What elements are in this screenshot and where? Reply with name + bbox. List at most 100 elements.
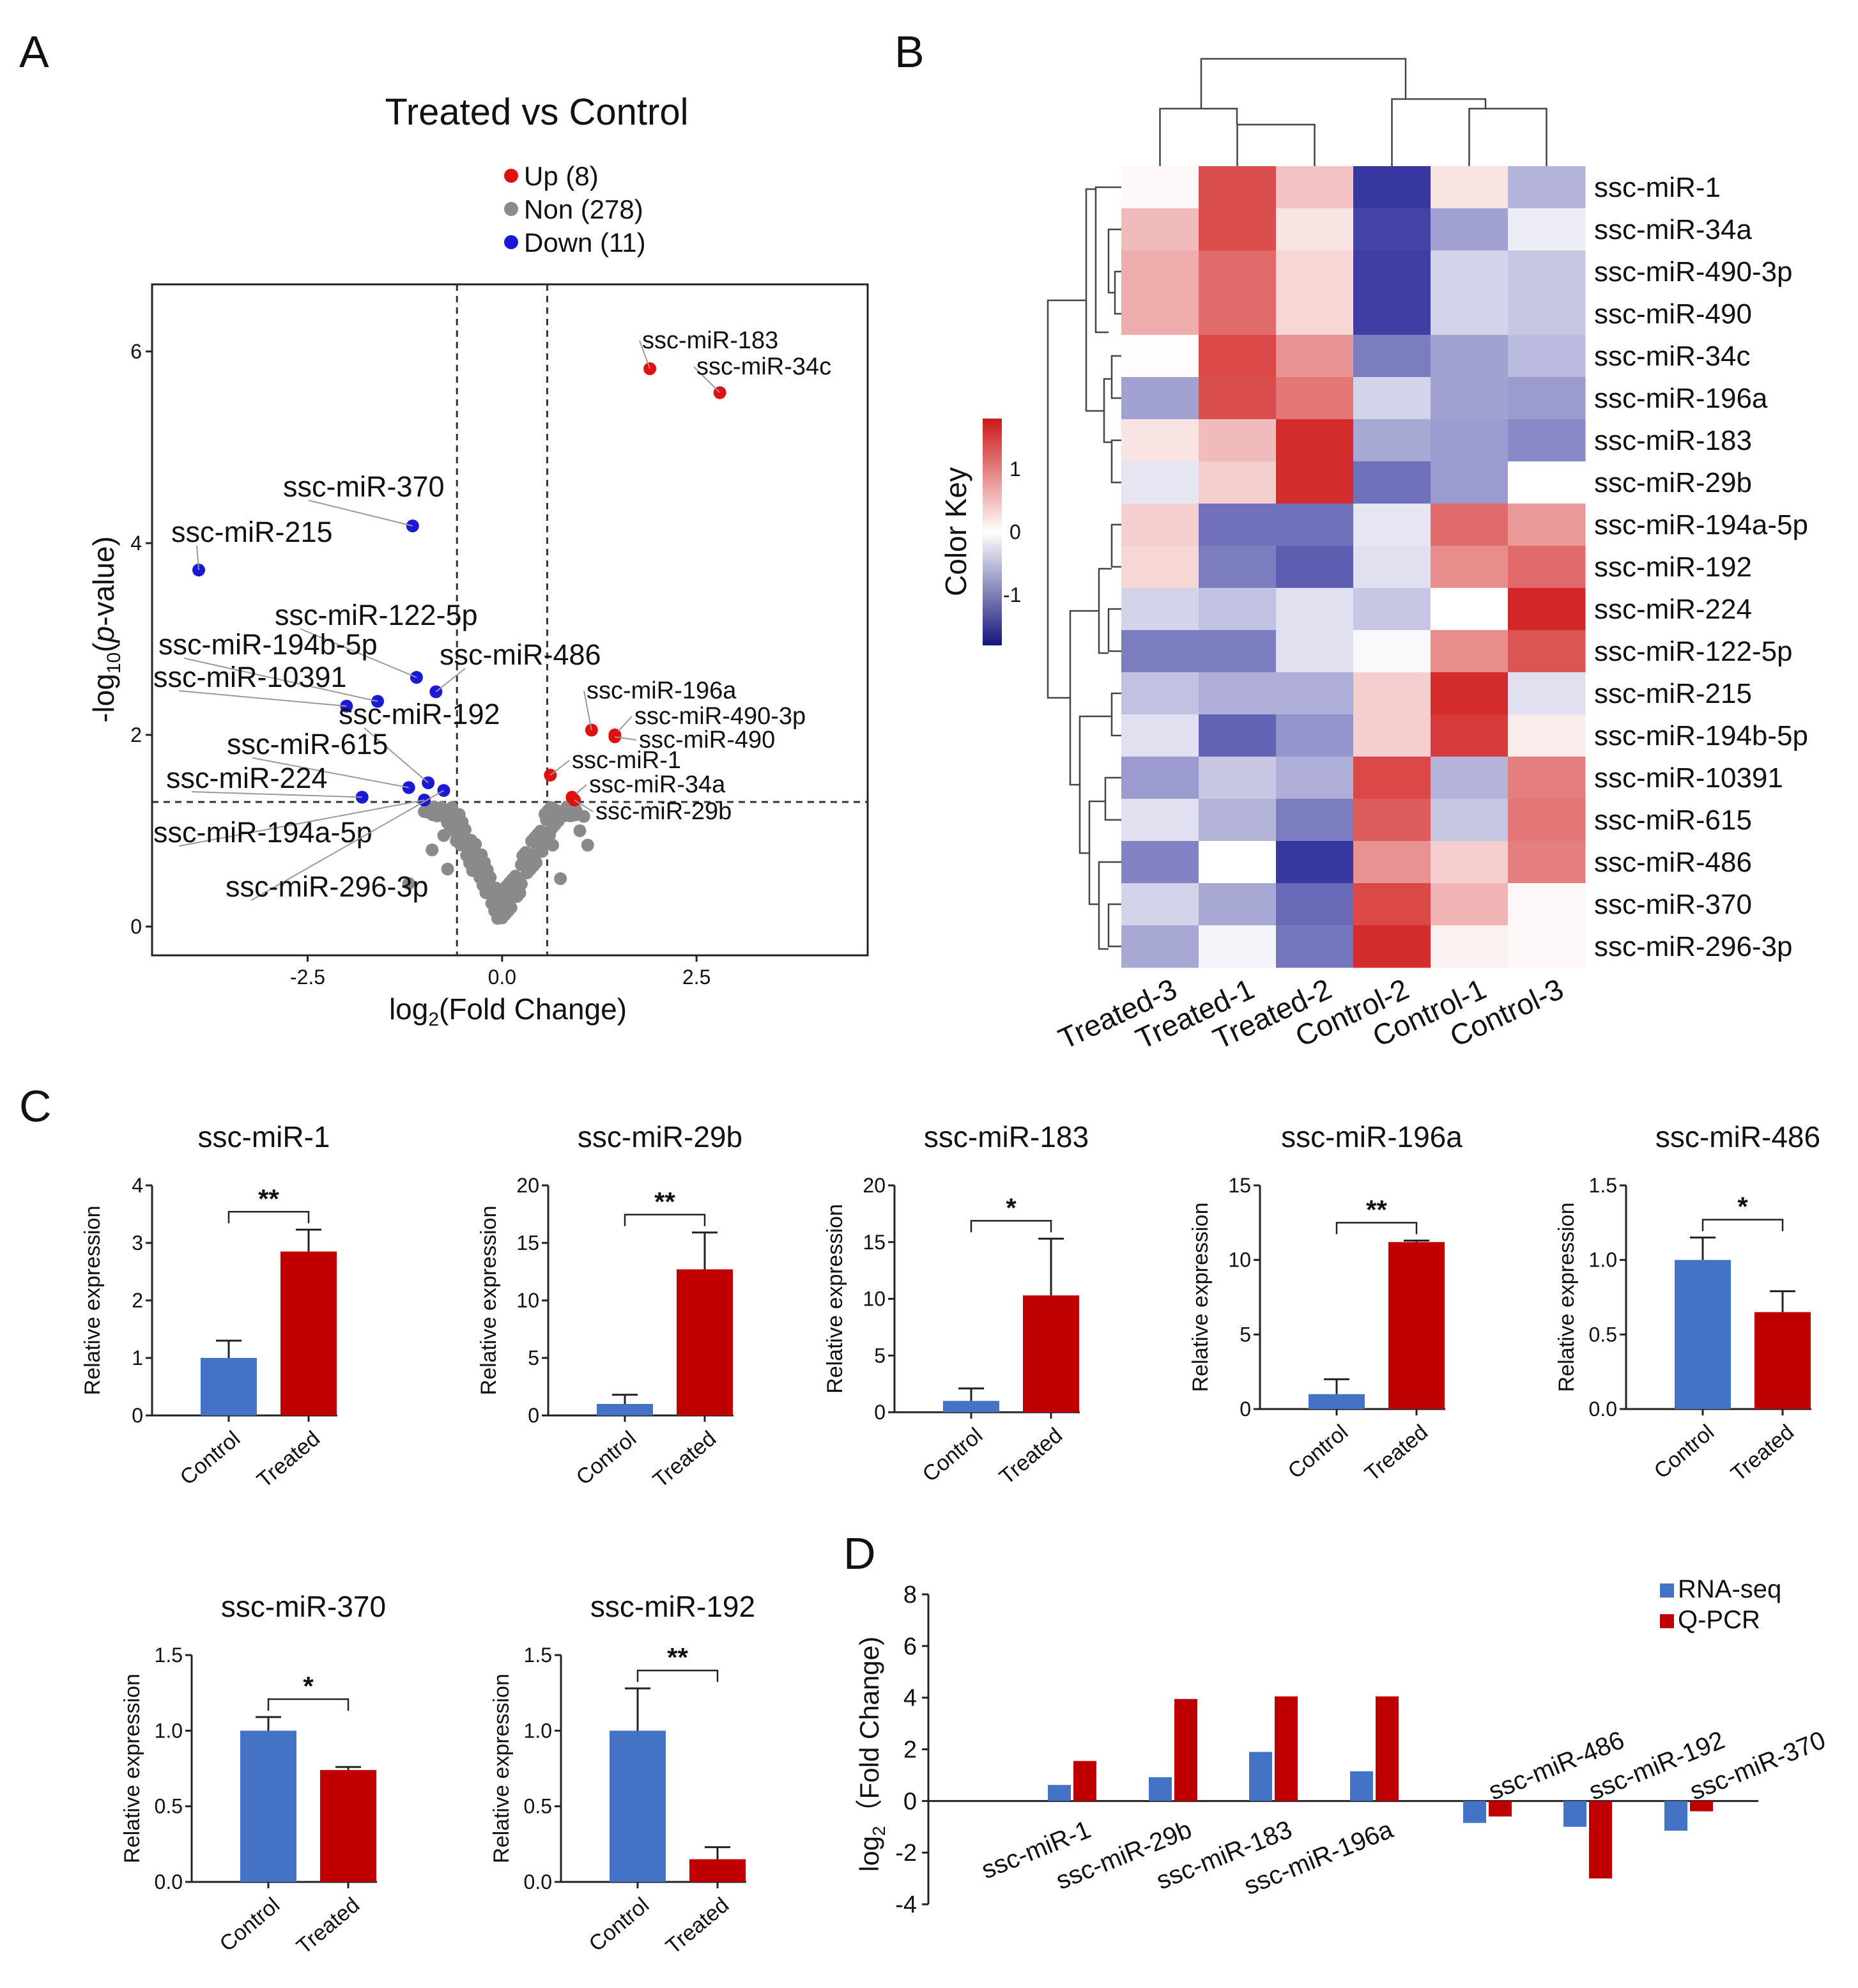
bar-chart-ytick-label: 20 [516,1174,539,1197]
legend-label-down: Down (11) [524,227,646,258]
heatmap-cell [1508,799,1586,842]
heatmap-cell [1199,461,1277,504]
heatmap-cell [1276,841,1354,884]
comparison-ytick-label: 2 [903,1737,917,1764]
heatmap-cell [1353,335,1431,378]
volcano-non-point [546,838,559,852]
bar-chart-ssc-miR-29b: ssc-miR-29b 0 5 10 15 20 Relative expression Co… [477,1120,742,1493]
volcano-point-label: ssc-miR-215 [171,516,333,548]
heatmap-cell [1121,335,1199,378]
volcano-xtick-label: 0.0 [488,966,516,989]
heatmap-cell [1121,883,1199,926]
volcano-leader-line [435,668,466,693]
column-dendrogram-link [1200,58,1407,109]
significance-marker: ** [1366,1194,1387,1224]
row-dendrogram-link [1107,228,1121,294]
heatmap-row-label: ssc-miR-192 [1594,551,1752,583]
bar-treated [677,1269,733,1415]
significance-marker: ** [667,1642,688,1672]
bar-chart-y-axis-title: Relative expression [823,1204,847,1394]
heatmap-cell [1276,588,1354,631]
volcano-leader-line [183,658,378,702]
heatmap-cell [1199,419,1277,462]
bar-chart-ytick-label: 0.0 [524,1870,552,1893]
bar-chart-ytick-label: 5 [874,1344,886,1367]
volcano-y-axis-title: -log10(p-value) [87,536,125,723]
heatmap-cell [1353,419,1431,462]
color-key-bar [983,419,1002,645]
heatmap-cell [1121,208,1199,251]
volcano-non-point [491,912,504,925]
heatmap-cell [1121,925,1199,968]
panel-label-c: C [19,1081,52,1131]
volcano-xtick-label: 2.5 [682,966,710,989]
comparison-y-axis-title: log2（Fold Change) [854,1637,889,1872]
bar-chart-ssc-miR-183: ssc-miR-183 0 5 10 15 20 Relative expression Co… [823,1120,1089,1490]
heatmap-cell [1353,588,1431,631]
heatmap-cell [1199,925,1277,968]
bar-chart-title: ssc-miR-196a [1281,1120,1463,1153]
bar-chart-y-axis-title: Relative expression [1555,1203,1579,1392]
comparison-bar-q-pcr [1174,1699,1197,1801]
bar-chart-ytick-label: 1.5 [524,1644,552,1667]
heatmap-cell [1276,883,1354,926]
heatmap-cell [1199,588,1277,631]
volcano-point-label: ssc-miR-296-3p [226,870,429,903]
heatmap-row-label: ssc-miR-10391 [1594,762,1783,794]
significance-bracket [636,1669,719,1683]
volcano-point-label: ssc-miR-490 [639,727,775,753]
heatmap-cell [1431,166,1509,209]
heatmap-cell [1121,293,1199,335]
heatmap-cell [1431,925,1509,968]
row-dendrogram-link [1079,715,1112,854]
comparison-bar-rna-seq [1664,1801,1687,1831]
heatmap-cell [1508,925,1586,968]
volcano-non-point [581,838,594,852]
bar-chart-ytick-label: 10 [1228,1249,1251,1272]
row-dendrogram-link [1110,439,1121,484]
significance-bracket [970,1220,1052,1233]
volcano-leader-line [196,545,200,571]
heatmap-row-label: ssc-miR-183 [1594,425,1752,456]
volcano-non-point [573,824,587,837]
heatmap-row-label: ssc-miR-194b-5p [1594,720,1808,751]
heatmap-cell [1508,883,1586,926]
heatmap-cell [1353,377,1431,420]
heatmap-cell [1276,799,1354,842]
heatmap-cell [1353,883,1431,926]
volcano-non-point [554,872,567,885]
bar-chart-ytick-label: 1.5 [1589,1174,1617,1197]
heatmap-cell [1508,461,1586,504]
row-dendrogram-link [1114,270,1121,315]
heatmap-cell [1508,672,1586,715]
heatmap-cell [1276,714,1354,757]
heatmap-cell [1353,504,1431,546]
heatmap-cell [1199,714,1277,757]
volcano-point-label: ssc-miR-122-5p [275,599,478,631]
bar-chart-ytick-label: 3 [132,1231,143,1254]
volcano-non-point [454,838,468,852]
column-dendrogram-link [1391,98,1487,166]
bar-chart-ytick-label: 15 [863,1231,886,1254]
bar-chart-y-axis-title: Relative expression [81,1206,105,1396]
bar-chart-ytick-label: 1.0 [155,1719,183,1742]
bar-chart-ytick-label: 20 [863,1174,886,1197]
heatmap-row-label: ssc-miR-1 [1594,172,1721,203]
comparison-bar-rna-seq [1463,1801,1486,1823]
bar-chart-xtick-label: Control [585,1893,654,1957]
heatmap-cell [1121,461,1199,504]
bar-control [201,1358,257,1415]
heatmap-cell [1508,841,1586,884]
heatmap-cell [1199,672,1277,715]
volcano-point-label: ssc-miR-486 [440,638,601,671]
row-dendrogram-link [1047,299,1086,699]
volcano-non-point [503,895,516,909]
row-dendrogram-link [1088,800,1105,905]
row-dendrogram-link [1110,523,1121,568]
heatmap-cell [1121,546,1199,589]
bar-chart-title: ssc-miR-370 [221,1590,386,1623]
volcano-leader-line [250,790,445,901]
bar-chart-y-axis-title: Relative expression [120,1674,144,1863]
bar-chart-ytick-label: 1.0 [524,1719,552,1742]
